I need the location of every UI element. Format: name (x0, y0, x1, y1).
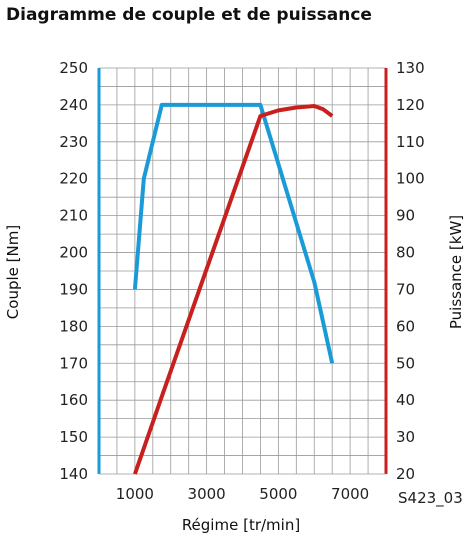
y-tick-label-left: 140 (59, 465, 88, 483)
x-axis-label: Régime [tr/min] (182, 516, 300, 534)
y-tick-label-right: 110 (396, 133, 425, 151)
y-tick-label-left: 250 (59, 59, 88, 77)
power-series-line (133, 104, 334, 475)
y-tick-label-left: 150 (59, 428, 88, 446)
x-tick-label: 7000 (331, 485, 369, 503)
y-tick-label-left: 210 (59, 207, 88, 225)
y-tick-label-right: 50 (396, 354, 415, 372)
torque-series-line (132, 102, 335, 364)
y-tick-label-right: 30 (396, 428, 415, 446)
y-tick-label-left: 160 (59, 391, 88, 409)
x-tick-label: 5000 (259, 485, 297, 503)
y-tick-label-left: 180 (59, 317, 88, 335)
y-tick-label-right: 60 (396, 317, 415, 335)
y-tick-label-right: 70 (396, 280, 415, 298)
y-tick-label-right: 40 (396, 391, 415, 409)
grid (99, 67, 386, 474)
y-tick-label-left: 220 (59, 170, 88, 188)
chart-title: Diagramme de couple et de puissance (6, 5, 372, 25)
figure-reference: S423_03 (398, 489, 463, 508)
axes (97, 68, 388, 475)
y-tick-label-left: 170 (59, 354, 88, 372)
y-tick-label-right: 120 (396, 96, 425, 114)
tick-labels: 140 150 160 170 180 190 200 210 220 230 240 250 20 30… (59, 59, 424, 503)
y-tick-label-left: 190 (59, 280, 88, 298)
y-tick-label-left: 200 (59, 244, 88, 262)
y-tick-label-left: 230 (59, 133, 88, 151)
y-axis-label-left: Couple [Nm] (4, 225, 22, 319)
y-tick-label-right: 90 (396, 207, 415, 225)
y-tick-label-left: 240 (59, 96, 88, 114)
y-tick-label-right: 20 (396, 465, 415, 483)
x-tick-label: 1000 (116, 485, 154, 503)
y-axis-label-right: Puissance [kW] (447, 215, 465, 329)
series (132, 102, 335, 475)
y-tick-label-right: 80 (396, 244, 415, 262)
y-tick-label-right: 100 (396, 170, 425, 188)
y-tick-label-right: 130 (396, 59, 425, 77)
x-tick-label: 3000 (188, 485, 226, 503)
